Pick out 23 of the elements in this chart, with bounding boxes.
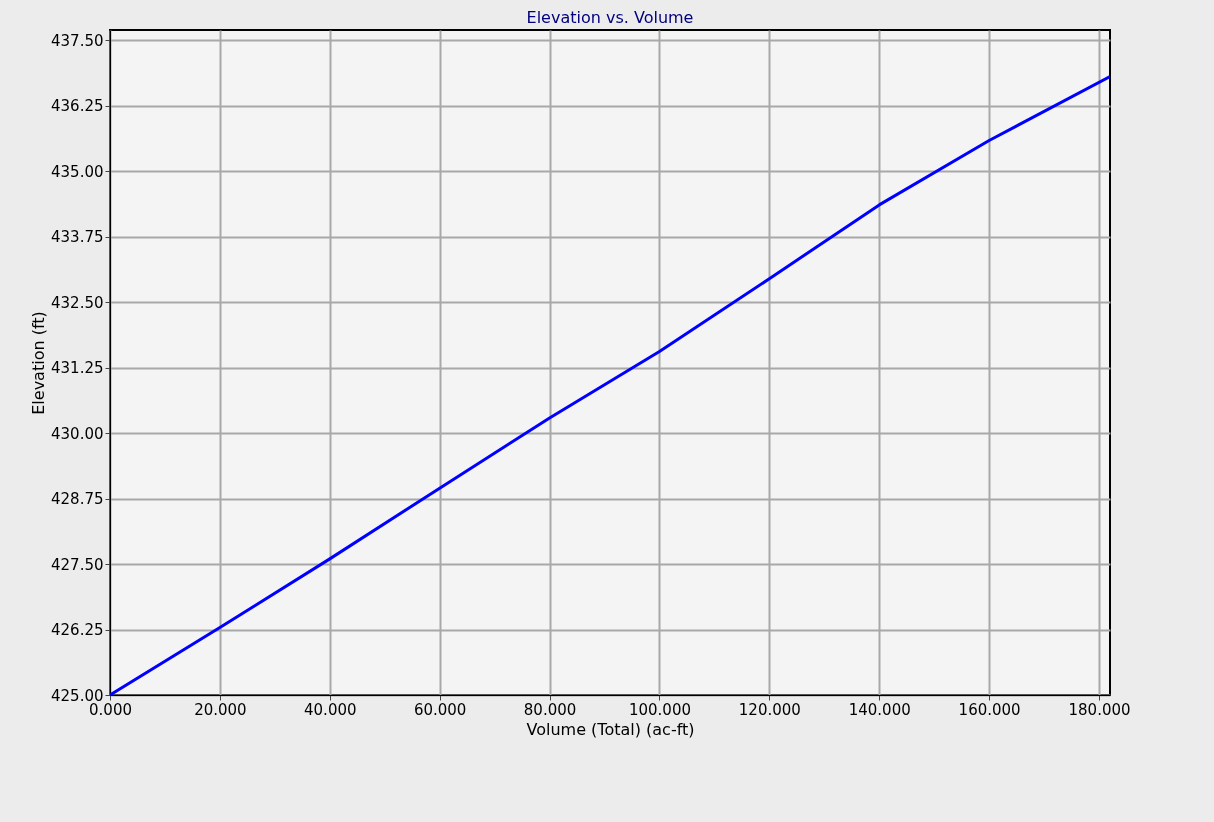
y-tick-label: 428.75 bbox=[51, 490, 104, 509]
y-tick-label: 430.00 bbox=[51, 424, 104, 443]
x-tick-label: 120.000 bbox=[738, 700, 801, 719]
y-axis-title: Elevation (ft) bbox=[29, 311, 49, 415]
y-tick-label: 435.00 bbox=[51, 162, 104, 181]
x-tick-label: 100.000 bbox=[628, 700, 691, 719]
y-tick-label: 426.25 bbox=[51, 621, 104, 640]
y-tick-label: 427.50 bbox=[51, 555, 104, 574]
x-tick-label: 0.000 bbox=[89, 700, 132, 719]
y-tick-label: 436.25 bbox=[51, 97, 104, 116]
y-tick-label: 433.75 bbox=[51, 228, 104, 247]
y-tick-label: 431.25 bbox=[51, 359, 104, 378]
x-tick-label: 180.000 bbox=[1068, 700, 1131, 719]
chart-title: Elevation vs. Volume bbox=[526, 8, 694, 27]
x-tick-label: 160.000 bbox=[958, 700, 1021, 719]
y-tick-label: 432.50 bbox=[51, 293, 104, 312]
x-tick-label: 40.000 bbox=[304, 700, 357, 719]
y-tick-label: 437.50 bbox=[51, 31, 104, 50]
x-tick-label: 140.000 bbox=[848, 700, 911, 719]
x-tick-label: 20.000 bbox=[194, 700, 247, 719]
x-tick-label: 80.000 bbox=[523, 700, 577, 719]
x-tick-label: 60.000 bbox=[413, 700, 467, 719]
x-axis-title: Volume (Total) (ac-ft) bbox=[526, 719, 695, 739]
